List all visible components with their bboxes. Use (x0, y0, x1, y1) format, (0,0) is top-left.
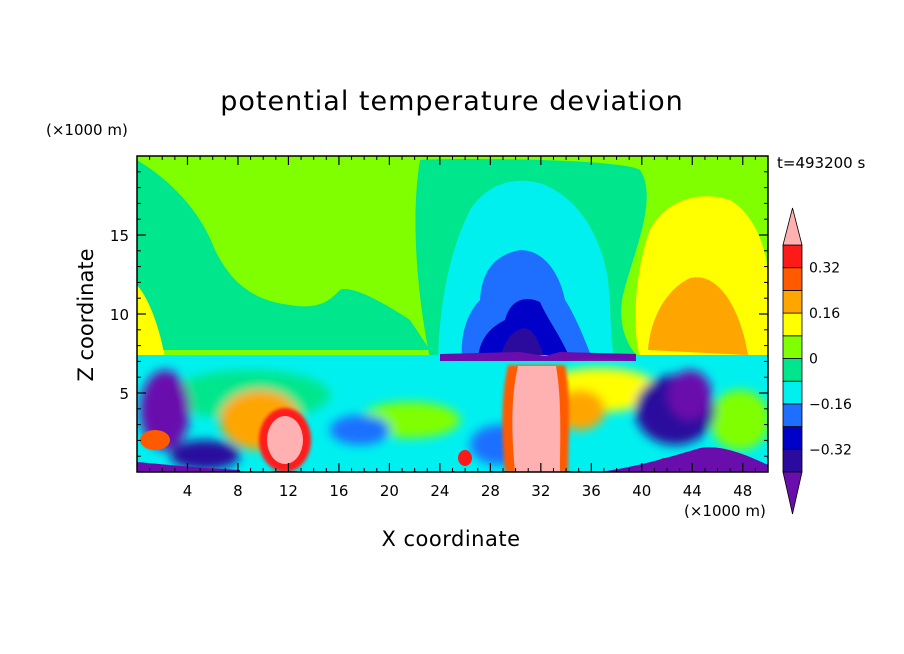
colorbar-tick-label: 0.32 (809, 261, 840, 277)
colorbar: 0.32 0.16 0 −0.16 −0.32 (782, 207, 852, 515)
x-axis-ticks: 4 8 12 16 20 24 28 32 36 40 44 48 (149, 156, 756, 500)
colorbar-box (782, 403, 803, 427)
x-tick-label: 48 (733, 482, 752, 500)
contour-field (137, 156, 768, 472)
colorbar-tick-label: 0 (809, 352, 818, 368)
x-axis-label: X coordinate (0, 527, 904, 551)
field-warm-plume-core (512, 366, 561, 472)
x-axis-unit: (×1000 m) (684, 502, 766, 520)
x-axis-label-text: X coordinate (381, 527, 521, 551)
field-lower-purple-right (668, 370, 712, 420)
field-lower-darkblue-left (170, 440, 240, 470)
field-upper-left-negative (137, 160, 430, 350)
colorbar-box (782, 289, 803, 314)
chart-title: potential temperature deviation (220, 86, 684, 117)
x-tick-label: 20 (380, 482, 399, 500)
colorbar-tick-label: −0.16 (809, 397, 852, 413)
colorbar-tick-label: 0.16 (809, 306, 840, 322)
field-lower-blue-mid (330, 415, 390, 445)
field-lower-green-right (710, 390, 768, 450)
x-tick-label: 36 (582, 482, 601, 500)
x-tick-label: 44 (683, 482, 702, 500)
x-tick-label: 8 (233, 482, 243, 500)
field-warm-spot-3 (140, 430, 170, 450)
colorbar-box (782, 358, 803, 382)
field-lower-blue-left (140, 370, 190, 450)
x-tick-label: 12 (279, 482, 298, 500)
y-tick-label: 15 (110, 227, 129, 245)
field-cold-dome-core (500, 328, 545, 358)
colorbar-box (782, 335, 803, 359)
x-tick-label: 16 (329, 482, 348, 500)
colorbar-bottom-arrow (782, 471, 803, 515)
colorbar-box (782, 448, 803, 473)
x-tick-label: 32 (531, 482, 550, 500)
x-tick-label: 28 (481, 482, 500, 500)
colorbar-top-arrow (782, 207, 803, 246)
y-axis-label: Z coordinate (74, 248, 98, 381)
field-warm-dome-inner (648, 277, 748, 355)
y-axis-unit: (×1000 m) (46, 121, 128, 139)
colorbar-box (782, 380, 803, 405)
colorbar-box (782, 267, 803, 291)
field-left-edge-warm (137, 285, 165, 358)
field-warm-spot-1 (458, 450, 472, 466)
field-surface-cold (137, 462, 240, 472)
y-tick-label: 5 (119, 385, 129, 403)
x-tick-label: 4 (183, 482, 193, 500)
colorbar-box (782, 312, 803, 337)
x-tick-label: 40 (632, 482, 651, 500)
colorbar-box (782, 244, 803, 269)
field-warm-blob-core (267, 416, 303, 464)
colorbar-box (782, 426, 803, 450)
y-tick-label: 10 (110, 306, 129, 324)
time-label: t=493200 s (777, 154, 866, 172)
field-interface-cold-cap (440, 352, 636, 361)
colorbar-tick-label: −0.32 (809, 442, 852, 458)
x-tick-label: 24 (430, 482, 449, 500)
y-axis-ticks: 5 10 15 (110, 171, 768, 457)
